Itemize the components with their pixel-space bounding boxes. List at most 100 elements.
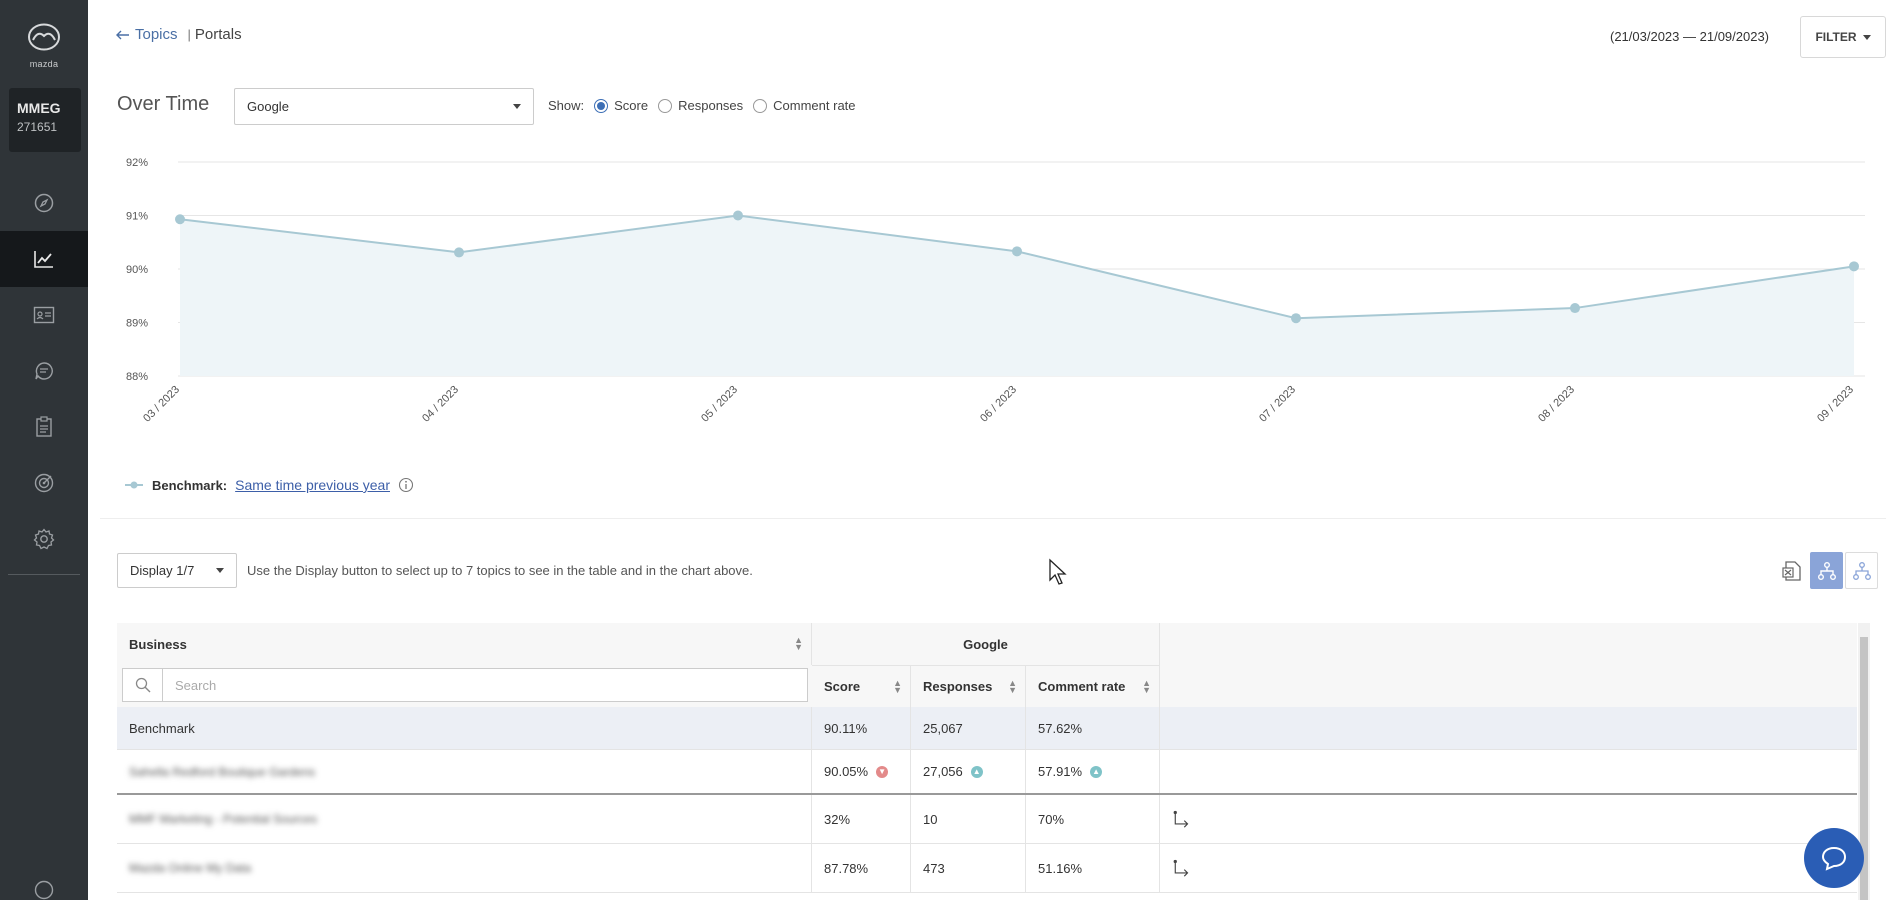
data-point — [733, 210, 743, 221]
table-scrollbar[interactable] — [1858, 623, 1870, 900]
trend-up-icon: ▲ — [970, 765, 983, 778]
business-column-header[interactable]: Business ▲ ▼ — [117, 623, 812, 665]
export-excel-button[interactable] — [1775, 552, 1808, 589]
date-range: (21/03/2023 — 21/09/2023) — [1610, 29, 1770, 44]
data-point — [1012, 246, 1022, 257]
x-tick-label: 07 / 2023 — [1257, 384, 1298, 425]
chevron-down-icon — [513, 104, 521, 109]
responses-cell: 25,067 — [911, 707, 1026, 749]
support-chat-button[interactable] — [1804, 828, 1864, 888]
logo-text: mazda — [29, 59, 59, 69]
flat-view-button[interactable] — [1845, 552, 1878, 589]
nav-item-explore[interactable] — [0, 175, 88, 231]
radio-dot[interactable] — [658, 98, 673, 113]
y-tick-label: 92% — [126, 157, 148, 169]
display-button-label: Display 1/7 — [130, 563, 195, 578]
benchmark-label: Benchmark: — [152, 477, 228, 493]
drilldown-arrow-icon — [1173, 810, 1189, 828]
business-cell: Benchmark — [117, 707, 812, 749]
chevron-down-icon — [1862, 34, 1871, 40]
table-row[interactable]: Mazda Online My Data 87.78% 473 51.16% — [117, 844, 1857, 893]
drilldown-button[interactable] — [1160, 795, 1190, 843]
data-point — [454, 247, 464, 258]
nav-item-trends[interactable] — [0, 231, 88, 287]
x-tick-label: 08 / 2023 — [1536, 384, 1577, 425]
sort-icon[interactable]: ▲ ▼ — [893, 677, 902, 695]
y-tick-label: 91% — [126, 211, 148, 223]
radio-score[interactable]: Score — [594, 98, 648, 113]
clipboard-icon — [36, 416, 52, 437]
back-to-topics-link[interactable]: Topics — [116, 26, 178, 43]
x-tick-label: 04 / 2023 — [420, 384, 461, 425]
search-icon-box — [123, 669, 163, 701]
arrow-left-icon — [116, 30, 129, 39]
breadcrumb: Topics | Portals — [116, 26, 242, 43]
search-input[interactable] — [163, 669, 807, 701]
y-tick-label: 88% — [126, 371, 148, 383]
score-over-time-chart: 88% 89% 90% 91% 92% 03 / 2023 04 / 2023 05 / 20… — [126, 157, 1865, 425]
radio-comment-rate[interactable]: Comment rate — [753, 98, 856, 113]
trend-up-icon: ▲ — [1090, 765, 1103, 778]
sidebar-divider — [8, 574, 80, 575]
x-tick-label: 05 / 2023 — [699, 384, 740, 425]
excel-export-icon — [1781, 560, 1801, 581]
data-point — [1849, 261, 1859, 272]
table-header: Business ▲▼ Google Score ▲▼ R — [117, 623, 1857, 707]
sort-icon[interactable]: ▲ ▼ — [794, 635, 803, 652]
display-hint: Use the Display button to select up to 7… — [247, 563, 753, 578]
radio-dot[interactable] — [753, 98, 768, 113]
sort-icon[interactable]: ▲ ▼ — [1142, 677, 1151, 695]
table-view-toolbar — [1775, 552, 1878, 589]
user-circle-icon — [34, 880, 54, 900]
radio-label: Score — [614, 98, 649, 113]
column-label: Comment rate — [1038, 679, 1126, 694]
comment-rate-cell: 51.16% — [1026, 844, 1160, 892]
breadcrumb-current: Portals — [194, 26, 242, 43]
data-point — [1291, 313, 1301, 324]
scrollbar-thumb[interactable] — [1860, 637, 1868, 900]
benchmark-period-link[interactable]: Same time previous year — [235, 477, 390, 493]
display-topics-button[interactable]: Display 1/7 — [117, 553, 237, 588]
business-name: MMF Marketing - Potential Sources — [129, 812, 318, 826]
score-cell: 90.11% — [812, 707, 911, 749]
responses-column-header[interactable]: Responses ▲ ▼ — [911, 665, 1026, 707]
back-label: Topics — [135, 26, 178, 43]
google-group-header: Google — [812, 623, 1160, 665]
comment-rate-column-header[interactable]: Comment rate ▲ ▼ — [1026, 665, 1160, 707]
business-cell: Sahella Redford Boutique Gardens — [117, 750, 812, 793]
account-number: 271651 — [17, 120, 58, 134]
hierarchy-view-button[interactable] — [1810, 552, 1843, 589]
business-cell: Mazda Online My Data — [117, 844, 812, 892]
trend-chart-icon — [34, 251, 53, 268]
nav-item-comments[interactable] — [0, 343, 88, 399]
drilldown-button[interactable] — [1160, 844, 1190, 892]
nav-item-surveys[interactable] — [0, 399, 88, 455]
id-card-icon — [33, 306, 55, 324]
score-cell: 32% — [812, 795, 911, 843]
nav-item-settings[interactable] — [0, 511, 88, 567]
nav-item-profile[interactable] — [0, 862, 88, 900]
info-icon[interactable] — [398, 477, 414, 493]
business-name: Mazda Online My Data — [129, 861, 252, 875]
sort-icon[interactable]: ▲ ▼ — [1008, 677, 1017, 695]
drilldown-arrow-icon — [1173, 859, 1189, 877]
account-switcher[interactable]: MMEG 271651 — [9, 88, 81, 152]
score-column-header[interactable]: Score ▲ ▼ — [812, 665, 911, 707]
radio-responses[interactable]: Responses — [658, 98, 743, 113]
mazda-logo[interactable]: mazda — [24, 22, 64, 69]
filter-button[interactable]: FILTER — [1800, 16, 1886, 58]
score-value: 90.05% — [824, 764, 869, 779]
table-row[interactable]: MMF Marketing - Potential Sources 32% 10… — [117, 795, 1857, 844]
responses-value: 27,056 — [923, 764, 963, 779]
comment-rate-cell: 57.62% — [1026, 707, 1160, 749]
source-select[interactable]: Google — [234, 88, 534, 125]
mazda-logo-icon — [28, 23, 60, 51]
radio-label: Responses — [678, 98, 744, 113]
hierarchy-icon — [1817, 561, 1836, 580]
nav-item-contacts[interactable] — [0, 287, 88, 343]
responses-cell: 473 — [911, 844, 1026, 892]
nav-item-goals[interactable] — [0, 455, 88, 511]
radio-dot[interactable] — [594, 98, 609, 113]
table-row[interactable]: Sahella Redford Boutique Gardens 90.05% … — [117, 750, 1857, 795]
comment-rate-value: 57.91% — [1038, 764, 1083, 779]
